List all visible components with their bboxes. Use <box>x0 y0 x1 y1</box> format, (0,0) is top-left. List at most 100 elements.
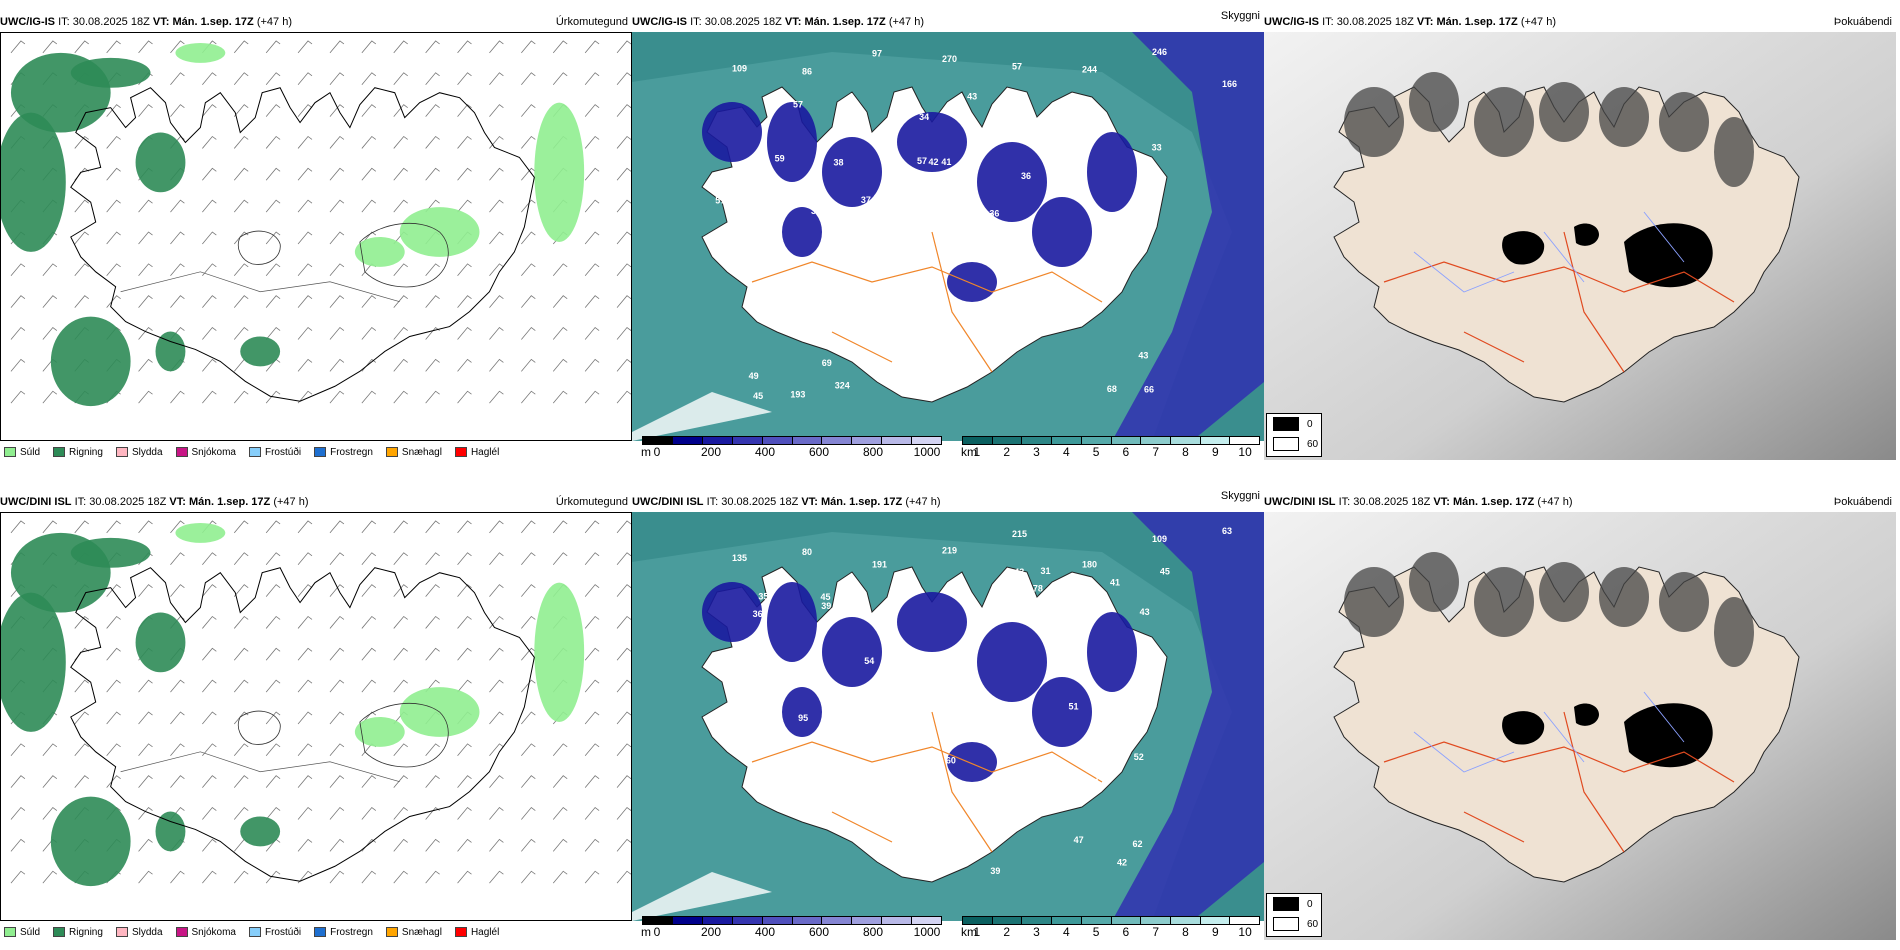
fog-area <box>1409 552 1459 612</box>
precip-area <box>135 612 186 673</box>
visibility-value: 43 <box>1014 567 1024 577</box>
colorbar-cell <box>882 437 913 444</box>
visibility-map-svg: 135 80 191 219 215 180 109 63 51 47 54 78 54 39 36 42 35… <box>632 512 1264 921</box>
panel-header: UWC/DINI ISL IT: 30.08.2025 18Z VT: Mán.… <box>632 490 1264 512</box>
visibility-value: 38 <box>964 186 974 196</box>
river-lines <box>1413 691 1685 773</box>
colorbar-tick: 0 <box>653 445 661 459</box>
visibility-value: 63 <box>1222 526 1232 536</box>
legend-swatch <box>385 927 398 937</box>
visibility-value: 47 <box>1014 108 1024 118</box>
colorbar-cell <box>1022 437 1053 444</box>
colorbar-cell <box>1022 917 1053 924</box>
cloud-legend-item: 0 <box>1267 414 1321 434</box>
visibility-value: 45 <box>753 391 763 401</box>
visibility-value: 109 <box>1152 534 1167 544</box>
legend-label: Rigning <box>69 446 103 458</box>
visibility-value: 59 <box>775 153 785 163</box>
visibility-value: 42 <box>929 157 939 167</box>
precip-area <box>175 42 226 63</box>
it-label: IT: <box>690 16 702 28</box>
precip-area <box>534 582 585 722</box>
visibility-value: 41 <box>1110 578 1120 588</box>
coastline <box>70 87 535 402</box>
legend-label: Slydda <box>131 446 163 458</box>
legend-swatch <box>454 447 467 457</box>
colorbar-cell <box>822 437 853 444</box>
visibility-value: 42 <box>1117 857 1127 867</box>
colorbar-tick: 4 <box>1062 925 1070 939</box>
legend-swatch <box>385 447 398 457</box>
legend-swatch <box>314 447 327 457</box>
glacier-outline <box>237 710 281 745</box>
colorbar-cell <box>963 437 993 444</box>
visibility-value: 109 <box>732 64 747 74</box>
visibility-value: 42 <box>1025 285 1035 295</box>
colorbar-tick: 7 <box>1152 445 1160 459</box>
cloud-legend-item: 0 <box>1267 894 1321 914</box>
visibility-value: 51 <box>900 658 910 668</box>
visibility-value: 34 <box>905 255 915 265</box>
visibility-value: 97 <box>872 49 882 59</box>
precip-area <box>175 522 226 543</box>
low-cloud-area <box>977 142 1047 222</box>
lead-time: (+47 h) <box>1537 496 1573 508</box>
colorbar-tick: 200 <box>700 925 722 939</box>
low-cloud-area <box>782 687 822 737</box>
legend-swatch <box>248 447 261 457</box>
vt-label: VT: <box>1433 496 1450 508</box>
road-lines <box>751 231 1103 373</box>
visibility-value: 42 <box>1135 693 1145 703</box>
field-name: Þokuábendi <box>1833 16 1892 28</box>
legend-swatch <box>53 927 66 937</box>
model-name: UWC/DINI ISL <box>1264 496 1336 508</box>
legend-swatch <box>175 927 188 937</box>
precip-legend-item: Rigning <box>53 447 103 458</box>
coastline <box>70 567 535 882</box>
low-cloud-sea <box>1112 512 1264 921</box>
colorbar-unit: m <box>641 925 651 939</box>
precip-map <box>0 512 632 921</box>
visibility-panel-top: UWC/IG-IS IT: 30.08.2025 18Z VT: Mán. 1.… <box>632 10 1264 463</box>
colorbar-tick: 3 <box>1033 445 1040 459</box>
precip-area <box>135 132 186 193</box>
visibility-value: 49 <box>1021 133 1031 143</box>
visibility-value: 270 <box>942 54 957 64</box>
glacier-fog <box>1502 231 1545 265</box>
vt-label: VT: <box>152 16 170 28</box>
colorbar-unit: m <box>641 445 651 459</box>
visibility-colorbar: km 1 2 3 4 5 6 7 8 9 10 <box>961 436 1260 459</box>
colorbar-cell <box>912 917 942 924</box>
visibility-value: 193 <box>790 390 805 400</box>
precip-legend-item: Slydda <box>115 446 163 458</box>
precip-legend-item: Rigning <box>53 927 103 938</box>
low-cloud-area <box>947 742 997 782</box>
visibility-value: 86 <box>802 66 812 76</box>
precip-area <box>240 816 281 847</box>
legend-label: 0 <box>1307 898 1313 910</box>
fog-area <box>1474 87 1534 157</box>
colorbar-tick: 600 <box>808 445 830 459</box>
road-lines <box>120 751 400 783</box>
colorbar-cell <box>672 437 703 444</box>
colorbar-unit: km <box>961 445 977 459</box>
low-cloud-area <box>702 102 762 162</box>
legend-swatch <box>1273 417 1299 431</box>
low-cloud-area <box>977 622 1047 702</box>
visibility-value: 64 <box>1151 185 1161 195</box>
colorbar-tick: 400 <box>754 445 776 459</box>
colorbar-cell <box>643 917 673 924</box>
precip-legend: Súld Rigning Slydda Snjókoma Frostúði Frostre… <box>0 921 632 943</box>
legend-swatch <box>175 447 188 457</box>
visibility-value: 35 <box>768 222 778 232</box>
lead-time: (+47 h) <box>1520 16 1556 28</box>
visibility-value: 39 <box>821 601 831 611</box>
colorbar-cell <box>1081 437 1112 444</box>
visibility-value: 38 <box>893 806 903 816</box>
visibility-value: 49 <box>749 371 759 381</box>
visibility-colorbar-ticks: km 1 2 3 4 5 6 7 8 9 10 <box>961 925 1260 939</box>
glacier-fog <box>1502 711 1545 745</box>
visibility-value: 34 <box>919 112 929 122</box>
colorbar-cell <box>1111 437 1142 444</box>
it-value: 30.08.2025 18Z <box>89 496 167 508</box>
